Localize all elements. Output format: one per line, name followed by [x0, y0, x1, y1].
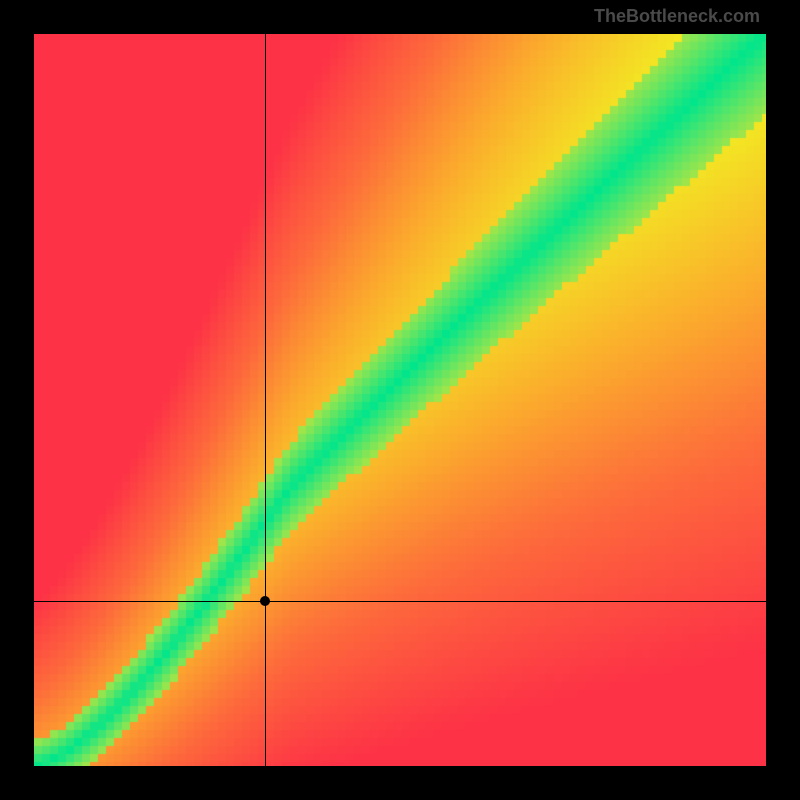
heatmap-plot [34, 34, 766, 766]
crosshair-horizontal [34, 601, 766, 602]
frame-border-right [766, 0, 800, 800]
crosshair-vertical [265, 34, 266, 766]
frame-border-left [0, 0, 34, 800]
watermark-text: TheBottleneck.com [594, 6, 760, 27]
marker-point [260, 596, 270, 606]
heatmap-canvas [34, 34, 766, 766]
frame-border-bottom [0, 766, 800, 800]
